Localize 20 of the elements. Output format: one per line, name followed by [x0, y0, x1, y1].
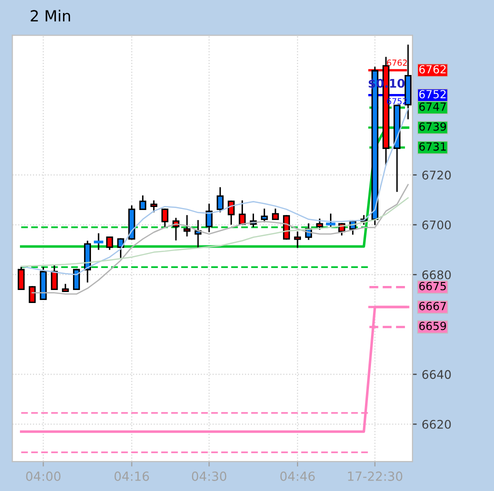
chart-title: 2 Min: [30, 10, 70, 22]
y-tick-label: 6620: [422, 420, 451, 429]
ref-line-label: 6675: [419, 282, 446, 290]
ref-line-label: 6731: [419, 142, 446, 151]
x-tick-label: 17-22:30: [348, 471, 402, 481]
y-tick-label: 6680: [422, 270, 451, 280]
x-tick-label: 04:00: [26, 471, 60, 481]
x-tick-label: 04:46: [280, 471, 315, 481]
y-tick-label: 6640: [422, 370, 451, 379]
ref-line-label: 6747: [419, 102, 446, 111]
ref-line-label: 6762: [419, 65, 446, 74]
ref-line-label: 6667: [419, 302, 446, 310]
annotation: 6762: [386, 60, 407, 66]
y-tick-label: 6720: [422, 170, 451, 180]
ref-line-label: 6659: [419, 322, 446, 330]
x-tick-label: 04:16: [114, 471, 149, 481]
x-tick-label: 04:30: [192, 471, 226, 481]
ref-line-label: 6752: [419, 90, 446, 98]
ref-line-label: 6739: [419, 122, 446, 131]
y-tick-label: 6700: [422, 220, 451, 230]
